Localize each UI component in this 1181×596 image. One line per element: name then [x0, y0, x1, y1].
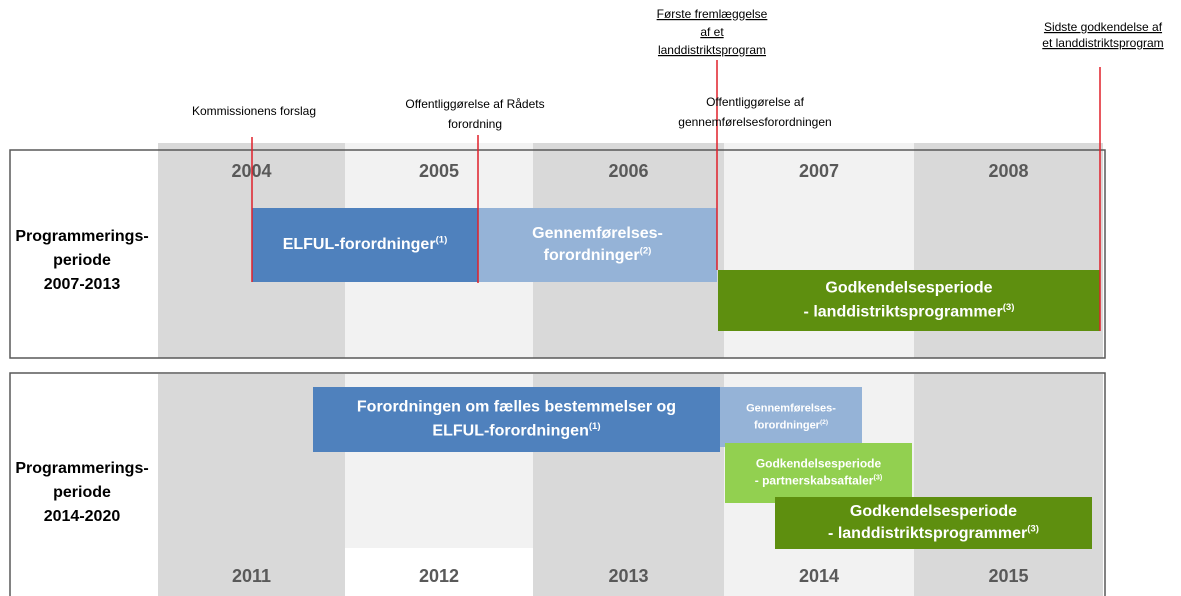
bar-label-line: Gennemførelses- [532, 225, 663, 242]
year-label: 2011 [232, 566, 271, 586]
year-label: 2005 [419, 161, 459, 181]
panel-frame [9, 149, 1106, 359]
annotation-line: landdistriktsprogram [658, 43, 766, 57]
annotation-line: Kommissionens forslag [192, 104, 316, 118]
annotation-line: af et [700, 25, 724, 39]
annotation-line: Offentliggørelse af Rådets [405, 97, 544, 111]
bar-label: Forordningen om fælles bestemmelser og EL… [357, 399, 676, 440]
bar-label: Godkendelsesperiode - partnerskabsaftaler… [755, 457, 883, 488]
footnote-mark: (1) [436, 234, 448, 245]
bar-label-line: forordninger [754, 419, 821, 431]
bar-label-line: Gennemførelses- [746, 402, 836, 414]
footnote-mark: (3) [1003, 302, 1015, 313]
annotation: Offentliggørelse af gennemførelsesforordn… [678, 95, 831, 129]
period-bar [313, 387, 720, 452]
row-label-line: 2007-2013 [44, 276, 121, 293]
annotation-line: gennemførelsesforordningen [678, 115, 831, 129]
bar-label-line: Godkendelsesperiode [825, 280, 992, 297]
annotation: Offentliggørelse af Rådets forordning [405, 97, 544, 131]
bar-label-line: forordninger [544, 247, 640, 264]
bar-label: Godkendelsesperiode - landdistriktsprogra… [828, 503, 1039, 542]
period-bar [725, 443, 912, 503]
panel-frame [9, 372, 1106, 596]
period-bar [252, 208, 478, 282]
bar-label-line: Godkendelsesperiode [850, 503, 1017, 520]
annotation-line: Første fremlæggelse [657, 7, 768, 21]
bar-label-line: Godkendelsesperiode [756, 457, 882, 471]
bar-label: Gennemførelses-forordninger(2) [746, 402, 836, 431]
row-label-line: Programmerings- [15, 228, 148, 245]
year-label: 2015 [988, 566, 1028, 586]
year-column [914, 374, 1103, 596]
row-label: Programmerings-periode 2014-2020 [15, 460, 148, 525]
bar-label: Godkendelsesperiode - landdistriktsprogra… [804, 280, 1015, 321]
row-label-line: periode [53, 484, 111, 501]
annotation-line: Offentliggørelse af [706, 95, 804, 109]
period-bar [720, 387, 862, 447]
footnote-mark: (1) [589, 421, 601, 432]
annotation: Kommissionens forslag [192, 104, 316, 118]
footnote-mark: (2) [820, 419, 828, 426]
year-label: 2012 [419, 566, 459, 586]
bar-label-line: - landdistriktsprogrammer [804, 304, 1003, 321]
bar-label-line: - landdistriktsprogrammer [828, 525, 1027, 542]
period-bar [478, 208, 717, 282]
bar-label-line: Forordningen om fælles bestemmelser og [357, 399, 676, 416]
footnote-mark: (3) [873, 472, 882, 481]
year-label: 2007 [799, 161, 839, 181]
footnote-mark: (2) [640, 245, 652, 256]
bar-label: ELFUL-forordninger(1) [283, 234, 448, 253]
row-label-line: Programmerings- [15, 460, 148, 477]
year-label: 2013 [608, 566, 648, 586]
row-label-line: periode [53, 252, 111, 269]
annotation: Sidste godkendelse af et landdistriktspro… [1042, 20, 1163, 50]
period-bar [718, 270, 1100, 331]
row-label: Programmerings-periode 2007-2013 [15, 228, 148, 293]
year-label: 2008 [988, 161, 1028, 181]
bar-label: Gennemførelses-forordninger(2) [532, 225, 663, 264]
bar-label-line: - partnerskabsaftaler [755, 474, 874, 488]
bar-label-line: ELFUL-forordningen [432, 423, 588, 440]
year-label: 2014 [799, 566, 839, 586]
bar-label-line: ELFUL-forordninger [283, 236, 436, 253]
annotation: Første fremlæggelse af et landdistriktspro… [657, 7, 768, 57]
footnote-mark: (3) [1027, 523, 1039, 534]
period-bar [775, 497, 1092, 549]
annotation-line: Sidste godkendelse af [1044, 20, 1163, 34]
annotation-line: forordning [448, 117, 502, 131]
annotation-line: et landdistriktsprogram [1042, 36, 1163, 50]
row-label-line: 2014-2020 [44, 508, 121, 525]
year-label: 2006 [608, 161, 648, 181]
